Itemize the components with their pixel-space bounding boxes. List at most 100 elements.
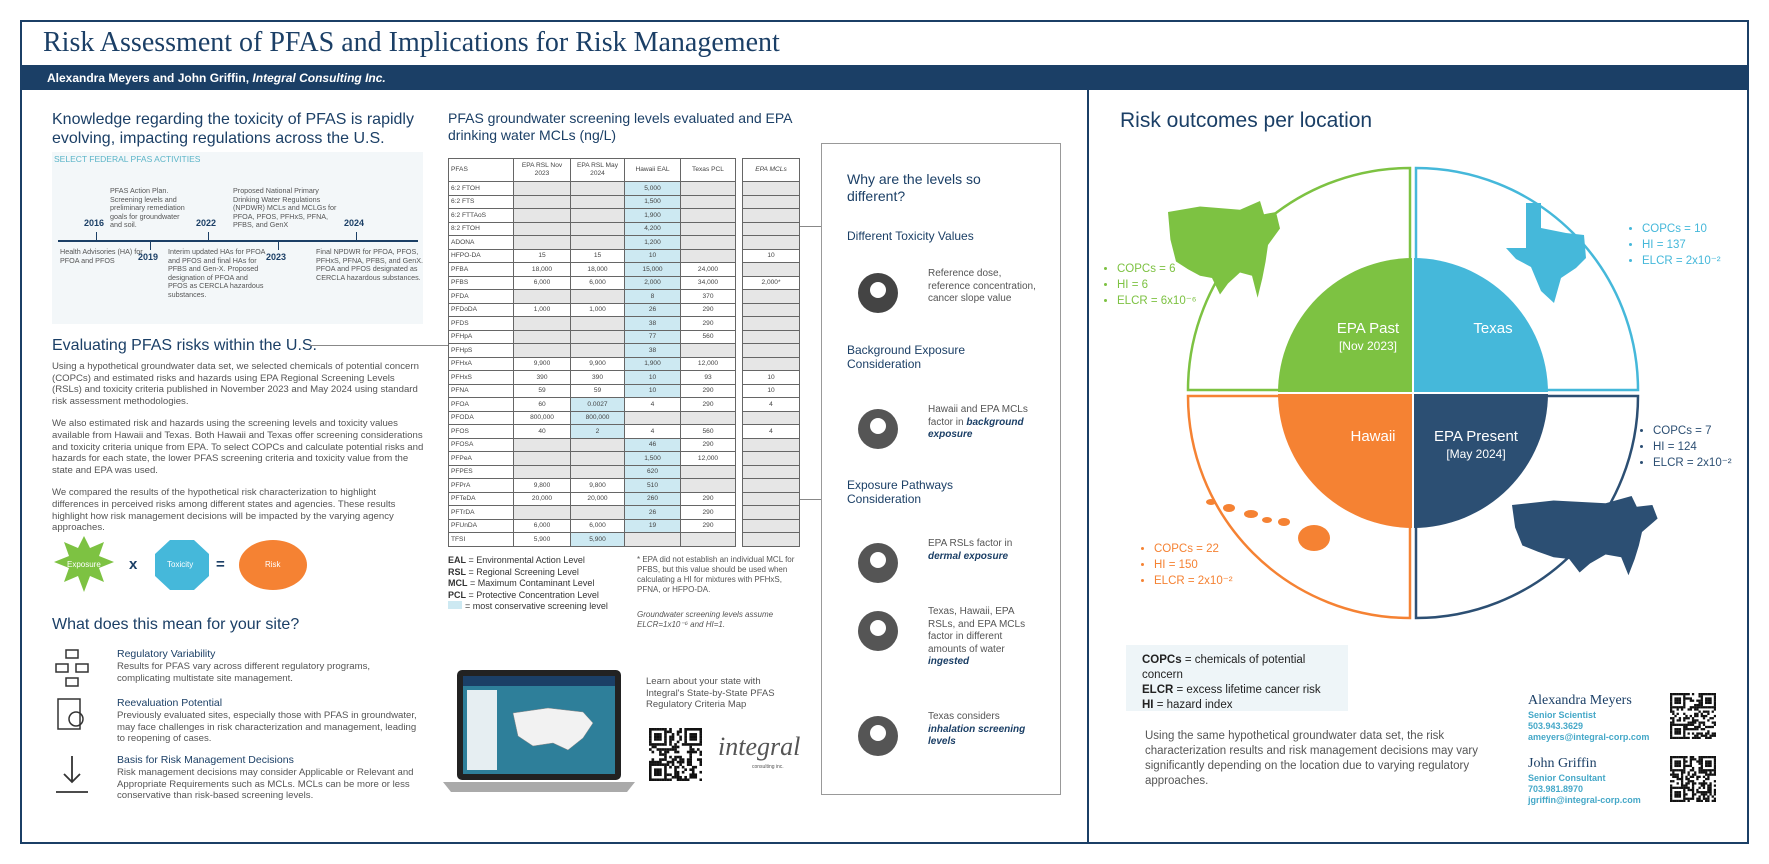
qr-module	[694, 765, 698, 769]
qr-module	[669, 740, 672, 744]
table-cell: 290	[680, 491, 736, 506]
icon-shape	[68, 711, 84, 727]
conclusion: Using the same hypothetical groundwater …	[1145, 730, 1479, 787]
qr-module	[1683, 769, 1686, 772]
qr-module	[1702, 786, 1706, 789]
qr-module	[1683, 791, 1686, 794]
table-cell	[513, 181, 571, 196]
intro-heading: Knowledge regarding the toxicity of PFAS…	[52, 111, 414, 147]
qr-module	[1696, 775, 1699, 779]
qr-module	[1696, 725, 1699, 729]
qr-module	[684, 730, 687, 734]
qr-module	[654, 738, 657, 741]
qr-module	[1683, 697, 1686, 700]
qr-module	[1676, 719, 1679, 722]
qr-module	[1691, 791, 1695, 794]
timeline-text: Proposed National Primary Drinking Water…	[233, 186, 337, 230]
qr-module	[684, 740, 687, 744]
qr-module	[659, 758, 662, 761]
qr-module	[1670, 795, 1673, 798]
qr-module	[1705, 769, 1708, 772]
qr-module	[1705, 797, 1708, 800]
qr-module	[1672, 773, 1675, 776]
table-cell: 9,800	[513, 478, 571, 493]
title: Risk Assessment of PFAS and Implications…	[43, 27, 780, 58]
glossary: COPCs = chemicals of potential concern EL…	[1126, 645, 1348, 711]
qr-module	[1705, 725, 1708, 729]
qr-module	[674, 745, 677, 749]
spacer	[736, 182, 743, 196]
table-cell: 38	[624, 343, 681, 358]
qr-module	[1683, 699, 1686, 702]
table-cell: 8:2 FTOH	[448, 221, 514, 236]
qr-module	[1670, 780, 1673, 783]
texas-map	[1506, 203, 1586, 303]
qr-module	[651, 760, 655, 764]
table-cell	[570, 464, 625, 479]
table-row: PFODA 800,000 800,000	[448, 410, 800, 425]
qr-module	[1702, 728, 1706, 731]
qr-module	[1676, 786, 1679, 789]
qr-module	[671, 745, 675, 749]
qr-module	[659, 738, 662, 741]
qr-module	[1683, 719, 1686, 722]
qr-module	[649, 765, 652, 769]
divider	[1087, 90, 1089, 844]
qr-module	[664, 773, 667, 777]
qr-module	[1709, 734, 1712, 737]
qr-module	[1670, 764, 1673, 768]
qr-module	[694, 735, 698, 739]
qr-module	[664, 730, 667, 734]
qr-module	[659, 770, 662, 774]
qr-module	[1685, 782, 1688, 785]
qr-module	[1674, 799, 1677, 802]
qr-module	[1678, 786, 1682, 789]
qr-module	[681, 758, 685, 761]
table-cell: PFHpS	[448, 343, 514, 358]
qr-module	[679, 763, 682, 766]
qr-module	[1711, 732, 1714, 735]
table-row: PFBA 18,000 18,000 15,000 24,000	[448, 262, 800, 277]
qr-module	[661, 758, 665, 761]
qr-module	[1696, 734, 1699, 737]
qr-module	[684, 733, 687, 736]
qr-module	[664, 770, 667, 774]
qr-module	[671, 748, 675, 751]
table-cell	[513, 289, 571, 304]
laptop	[443, 670, 635, 792]
qr-module	[1694, 725, 1697, 729]
qr-module	[669, 728, 672, 731]
why-text-main: EPA RSLs factor in	[928, 538, 1013, 549]
qr-module	[1713, 701, 1716, 705]
qr-module	[649, 770, 652, 774]
risk-diagram	[1168, 166, 1658, 620]
qr-module	[664, 750, 667, 754]
table-cell	[513, 194, 571, 209]
qr-module	[654, 778, 657, 781]
qr-module	[1709, 769, 1712, 772]
table-cell: 290	[680, 316, 736, 331]
qr-module	[689, 758, 693, 761]
qr-module	[1707, 797, 1710, 800]
qr-module	[694, 750, 698, 754]
qr-module	[694, 743, 698, 746]
qr-module	[679, 778, 682, 781]
qr-module	[1676, 764, 1679, 768]
qr-module	[1700, 791, 1703, 794]
qr-module	[1685, 775, 1688, 779]
table-cell: 5,900	[513, 532, 571, 547]
why-emphasis: dermal exposure	[928, 550, 1009, 562]
hawaii-island	[1298, 525, 1330, 551]
timeline-tick	[208, 232, 209, 242]
legend-text: = Regional Screening Level	[468, 566, 579, 577]
qr-module	[1709, 693, 1712, 696]
qr-module	[1705, 760, 1708, 763]
why-icon	[858, 543, 898, 583]
qr-module	[686, 763, 690, 766]
qr-module	[694, 733, 698, 736]
table-cell	[513, 221, 571, 236]
quadrant	[1278, 393, 1413, 528]
qr-module	[1685, 728, 1688, 731]
qr-module	[1707, 769, 1710, 772]
qr-module	[686, 750, 690, 754]
